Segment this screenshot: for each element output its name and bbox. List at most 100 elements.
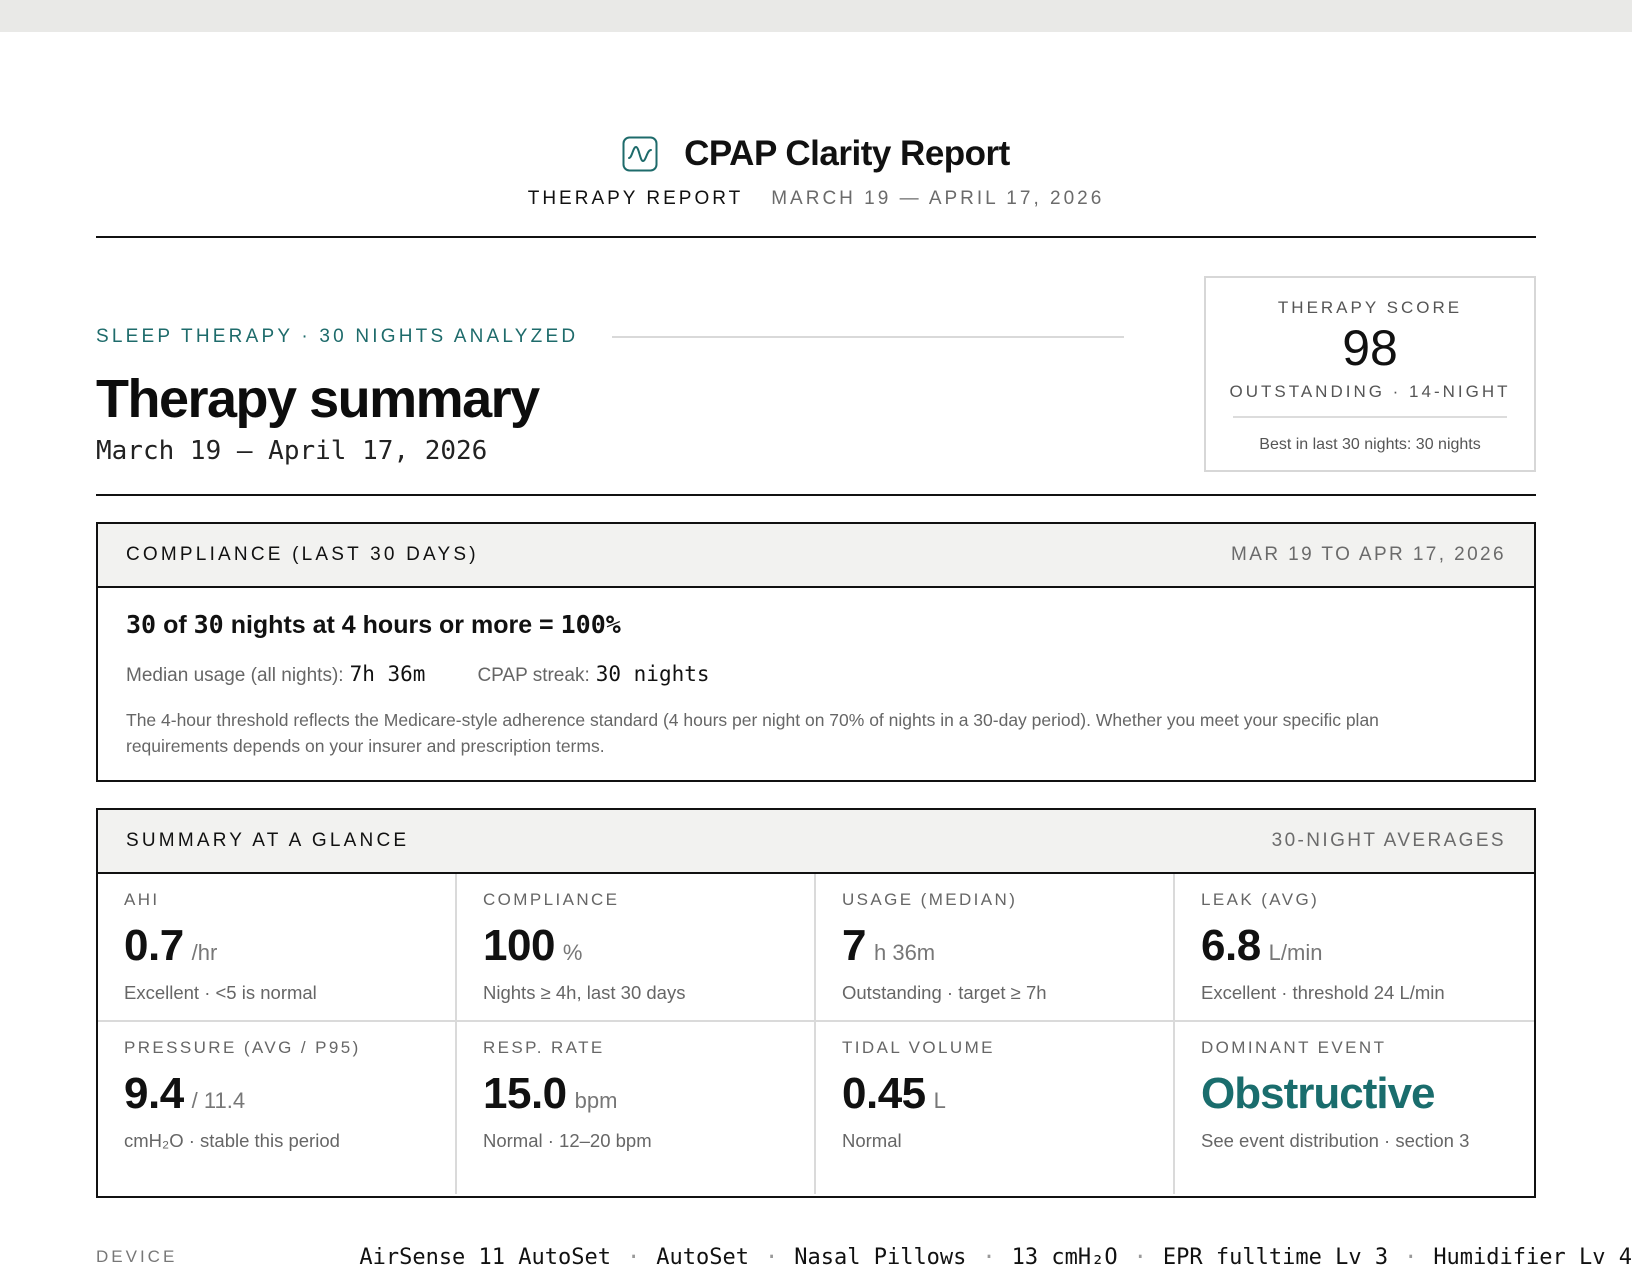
metric-ahi: AHI 0.7 /hr Excellent · <5 is normal	[98, 874, 457, 1022]
device-label: DEVICE	[96, 1247, 178, 1266]
waveform-icon	[622, 136, 658, 172]
metric-unit: L	[933, 1088, 946, 1113]
cpap-streak: CPAP streak: 30 nights	[477, 662, 709, 687]
metric-value-row: 6.8 L/min	[1201, 920, 1508, 972]
metric-note: cmH₂O · stable this period	[124, 1130, 340, 1151]
metric-label: AHI	[124, 890, 160, 909]
compliance-stats: Median usage (all nights): 7h 36m CPAP st…	[126, 662, 1506, 687]
metric-unit: L/min	[1268, 940, 1323, 965]
metric-unit: /hr	[191, 940, 218, 965]
median-label: Median usage (all nights):	[126, 665, 344, 686]
device-items: AirSense 11 AutoSet · AutoSet · Nasal Pi…	[359, 1245, 1632, 1270]
glance-header: SUMMARY AT A GLANCE 30-NIGHT AVERAGES	[98, 810, 1534, 874]
streak-value: 30 nights	[595, 662, 710, 686]
report-range: MARCH 19 — APRIL 17, 2026	[771, 188, 1105, 209]
compliance-panel: COMPLIANCE (LAST 30 DAYS) MAR 19 TO APR …	[96, 522, 1536, 782]
device-mask: Nasal Pillows	[794, 1244, 967, 1270]
metric-note: Excellent · <5 is normal	[124, 982, 317, 1003]
metric-unit: %	[562, 940, 583, 965]
report-header: CPAP Clarity Report THERAPY REPORT MARCH…	[0, 130, 1632, 210]
metrics-grid: AHI 0.7 /hr Excellent · <5 is normal COM…	[98, 874, 1534, 1194]
nights-total: 30	[193, 610, 224, 639]
metric-value: 0.45	[842, 1069, 926, 1118]
metric-unit: / 11.4	[191, 1088, 246, 1113]
page-title: Therapy summary	[96, 369, 540, 429]
metric-label: TIDAL VOLUME	[842, 1038, 995, 1057]
device-mode: AutoSet	[656, 1244, 749, 1270]
metric-value: 0.7	[124, 921, 184, 970]
compliance-percent: 100%	[560, 610, 621, 639]
report-title: CPAP Clarity Report	[684, 134, 1010, 173]
metric-value-row: Obstructive	[1201, 1068, 1508, 1120]
hero-section: SLEEP THERAPY · 30 NIGHTS ANALYZED Thera…	[96, 276, 1536, 472]
score-best: Best in last 30 nights: 30 nights	[1259, 436, 1481, 453]
hero-date-range: March 19 — April 17, 2026	[96, 436, 488, 466]
device-epr: EPR fulltime Lv 3	[1162, 1244, 1389, 1270]
metric-label: PRESSURE (AVG / P95)	[124, 1038, 361, 1057]
glance-meta: 30-NIGHT AVERAGES	[1271, 830, 1506, 851]
metric-compliance: COMPLIANCE 100 % Nights ≥ 4h, last 30 da…	[457, 874, 816, 1022]
header-divider	[96, 236, 1536, 238]
brand: CPAP Clarity Report	[0, 130, 1632, 178]
eyebrow-row: SLEEP THERAPY · 30 NIGHTS ANALYZED	[96, 326, 1125, 348]
metric-unit: bpm	[574, 1088, 618, 1113]
metric-note: Nights ≥ 4h, last 30 days	[483, 982, 686, 1003]
device-pressure: 13 cmH₂O	[1011, 1244, 1118, 1270]
therapy-score-card: THERAPY SCORE 98 OUTSTANDING · 14-NIGHT …	[1204, 276, 1536, 472]
compliance-range: MAR 19 TO APR 17, 2026	[1231, 544, 1506, 565]
metric-value: 15.0	[483, 1069, 567, 1118]
metric-value-row: 0.7 /hr	[124, 920, 429, 972]
streak-label: CPAP streak:	[477, 665, 590, 686]
of-word: of	[163, 611, 187, 639]
score-label: THERAPY SCORE	[1277, 298, 1463, 317]
score-divider	[1233, 416, 1507, 418]
metric-dominant-event: DOMINANT EVENT Obstructive See event dis…	[1175, 1022, 1534, 1194]
separator: ·	[627, 1244, 641, 1270]
report-subtitle: THERAPY REPORT MARCH 19 — APRIL 17, 2026	[0, 188, 1632, 210]
compliance-body: 30 of 30 nights at 4 hours or more = 100…	[98, 588, 1534, 759]
glance-title: SUMMARY AT A GLANCE	[126, 830, 410, 851]
metric-label: USAGE (MEDIAN)	[842, 890, 1018, 909]
score-rating: OUTSTANDING · 14-NIGHT	[1229, 382, 1511, 401]
metric-unit: h 36m	[873, 940, 936, 965]
separator: ·	[982, 1244, 996, 1270]
device-row: DEVICE AirSense 11 AutoSet · AutoSet · N…	[96, 1242, 1632, 1272]
device-model: AirSense 11 AutoSet	[359, 1244, 612, 1270]
separator: ·	[764, 1244, 779, 1270]
headline-text: nights at 4 hours or more =	[230, 611, 554, 639]
nights-met: 30	[126, 610, 157, 639]
score-value: 98	[1342, 320, 1398, 376]
eyebrow-divider	[612, 336, 1125, 338]
metric-note: See event distribution · section 3	[1201, 1130, 1470, 1151]
metric-usage: USAGE (MEDIAN) 7 h 36m Outstanding · tar…	[816, 874, 1175, 1022]
metric-value: 100	[483, 921, 555, 970]
eyebrow-text: SLEEP THERAPY · 30 NIGHTS ANALYZED	[96, 326, 579, 347]
report-kind: THERAPY REPORT	[527, 188, 744, 209]
separator: ·	[1133, 1244, 1147, 1270]
separator: ·	[1404, 1244, 1418, 1270]
metric-label: RESP. RATE	[483, 1038, 605, 1057]
metric-label: DOMINANT EVENT	[1201, 1038, 1387, 1057]
metric-pressure: PRESSURE (AVG / P95) 9.4 / 11.4 cmH₂O · …	[98, 1022, 457, 1194]
metric-label: COMPLIANCE	[483, 890, 620, 909]
metric-label: LEAK (AVG)	[1201, 890, 1320, 909]
metric-value: 9.4	[124, 1069, 184, 1118]
browser-top-bar	[0, 0, 1632, 32]
metric-value-row: 7 h 36m	[842, 920, 1147, 972]
metric-note: Excellent · threshold 24 L/min	[1201, 982, 1445, 1003]
metric-value-row: 100 %	[483, 920, 788, 972]
metric-value-row: 0.45 L	[842, 1068, 1147, 1120]
median-value: 7h 36m	[349, 662, 426, 686]
metric-value: 6.8	[1201, 921, 1261, 970]
metric-value-row: 9.4 / 11.4	[124, 1068, 429, 1120]
metric-note: Normal	[842, 1130, 902, 1151]
metric-value: Obstructive	[1201, 1069, 1436, 1118]
metric-note: Outstanding · target ≥ 7h	[842, 982, 1047, 1003]
compliance-header: COMPLIANCE (LAST 30 DAYS) MAR 19 TO APR …	[98, 524, 1534, 588]
metric-tidal-volume: TIDAL VOLUME 0.45 L Normal	[816, 1022, 1175, 1194]
device-humidifier: Humidifier Lv 4	[1433, 1244, 1632, 1270]
compliance-title: COMPLIANCE (LAST 30 DAYS)	[126, 544, 479, 565]
metric-note: Normal · 12–20 bpm	[483, 1130, 652, 1151]
compliance-headline: 30 of 30 nights at 4 hours or more = 100…	[126, 610, 1506, 640]
median-usage: Median usage (all nights): 7h 36m	[126, 662, 425, 687]
